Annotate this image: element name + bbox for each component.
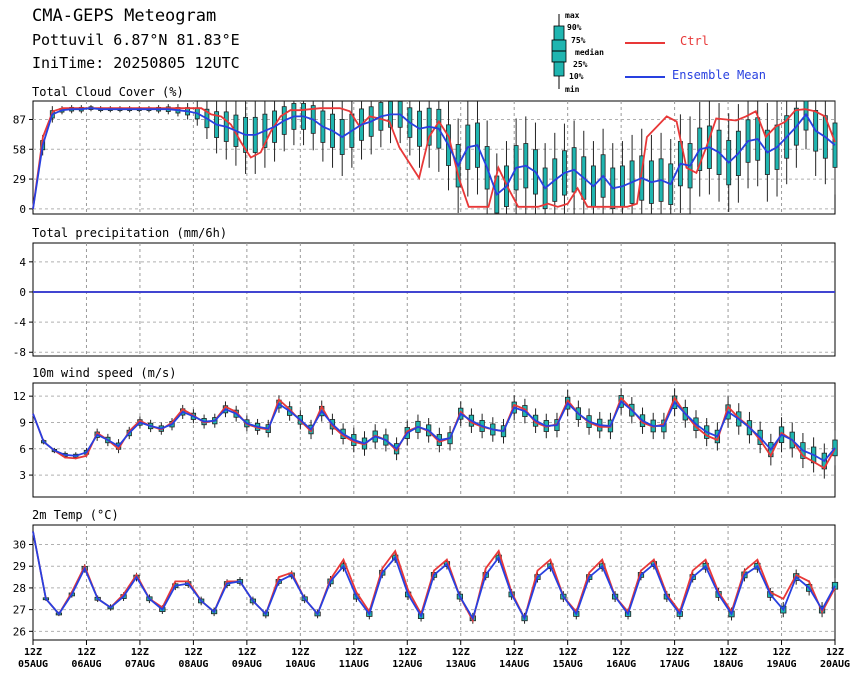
legend-p75-label: 75% [571, 36, 586, 45]
legend-max-label: max [565, 11, 580, 20]
x-tick-hour: 12Z [612, 647, 630, 658]
x-tick-hour: 12Z [666, 647, 684, 658]
x-tick-date: 10AUG [285, 659, 315, 670]
x-tick-hour: 12Z [131, 647, 149, 658]
wind-ytick-label: 3 [19, 469, 26, 482]
temp-panel: 26 27 28 29 30 [13, 524, 839, 641]
x-tick-date: 18AUG [713, 659, 743, 670]
x-tick-hour: 12Z [184, 647, 202, 658]
cloud-panel-title: Total Cloud Cover (%) [32, 85, 184, 99]
chart-title: CMA-GEPS Meteogram [32, 6, 217, 26]
x-tick-date: 05AUG [18, 659, 48, 670]
precip-ytick-label: -8 [13, 346, 26, 359]
precip-ytick-label: 0 [19, 286, 26, 299]
cloud-mean-line [32, 107, 836, 210]
wind-ytick-label: 9 [19, 416, 26, 429]
x-tick-date: 08AUG [178, 659, 208, 670]
box-legend-glyph [551, 14, 567, 89]
legend-mean-line [625, 76, 665, 78]
legend-median-label: median [575, 48, 604, 57]
x-tick-date: 19AUG [766, 659, 796, 670]
cloud-ytick-label: 87 [13, 113, 26, 126]
x-tick-date: 09AUG [232, 659, 262, 670]
legend-ctrl-line [625, 42, 665, 44]
wind-ytick-label: 6 [19, 443, 26, 456]
precip-ytick-label: 4 [19, 256, 26, 269]
x-tick-date: 17AUG [660, 659, 690, 670]
x-tick-hour: 12Z [505, 647, 523, 658]
x-tick-date: 20AUG [820, 659, 850, 670]
x-tick-date: 07AUG [125, 659, 155, 670]
x-tick-date: 16AUG [606, 659, 636, 670]
legend-mean-label: Ensemble Mean [672, 68, 766, 82]
legend-p10-label: 10% [569, 72, 584, 81]
x-tick-hour: 12Z [826, 647, 844, 658]
wind-panel-title: 10m wind speed (m/s) [32, 366, 177, 380]
legend-p25-label: 25% [573, 60, 588, 69]
x-tick-date: 13AUG [446, 659, 476, 670]
x-tick-hour: 12Z [345, 647, 363, 658]
cloud-ctrl-line [32, 107, 836, 210]
legend-p90-label: 90% [567, 23, 582, 32]
x-tick-date: 11AUG [339, 659, 369, 670]
x-tick-date: 15AUG [553, 659, 583, 670]
wind-ctrl-line [32, 396, 836, 470]
x-tick-date: 12AUG [392, 659, 422, 670]
wind-frame [32, 382, 836, 498]
x-tick-date: 14AUG [499, 659, 529, 670]
legend-box-lower [553, 61, 565, 77]
wind-box [832, 439, 838, 457]
x-tick-hour: 12Z [773, 647, 791, 658]
temp-ytick-label: 27 [13, 604, 26, 617]
legend-box-upper [553, 25, 565, 41]
x-tick-hour: 12Z [719, 647, 737, 658]
x-tick-hour: 12Z [291, 647, 309, 658]
cloud-ytick-label: 0 [19, 203, 26, 216]
x-tick-hour: 12Z [24, 647, 42, 658]
cloud-panel: 0 29 58 87 [13, 100, 838, 216]
legend-ctrl-label: Ctrl [680, 34, 709, 48]
temp-ytick-label: 29 [13, 560, 26, 573]
x-tick-hour: 12Z [559, 647, 577, 658]
wind-ytick-label: 12 [13, 390, 26, 403]
temp-ytick-label: 26 [13, 625, 26, 638]
cloud-frame [32, 100, 836, 215]
temp-ytick-label: 28 [13, 582, 26, 595]
precip-frame [32, 242, 836, 357]
temp-panel-title: 2m Temp (°C) [32, 508, 119, 522]
init-time-label: IniTime: 20250805 12UTC [32, 54, 240, 72]
temp-ctrl-line [32, 531, 836, 623]
temp-ytick-label: 30 [13, 539, 26, 552]
wind-panel: 3 6 9 12 [13, 382, 838, 498]
precip-panel-title: Total precipitation (mm/6h) [32, 226, 228, 240]
precip-ytick-label: -4 [13, 316, 27, 329]
x-tick-hour: 12Z [77, 647, 95, 658]
temp-mean-line [32, 531, 836, 621]
x-tick-date: 06AUG [71, 659, 101, 670]
x-tick-hour: 12Z [238, 647, 256, 658]
location-label: Pottuvil 6.87°N 81.83°E [32, 31, 240, 49]
cloud-ytick-label: 29 [13, 173, 26, 186]
wind-mean-line [32, 399, 836, 463]
precip-panel: -8 -4 0 4 [13, 242, 836, 359]
x-tick-hour: 12Z [398, 647, 416, 658]
x-tick-hour: 12Z [452, 647, 470, 658]
cloud-ytick-label: 58 [13, 143, 26, 156]
legend-min-label: min [565, 85, 580, 94]
